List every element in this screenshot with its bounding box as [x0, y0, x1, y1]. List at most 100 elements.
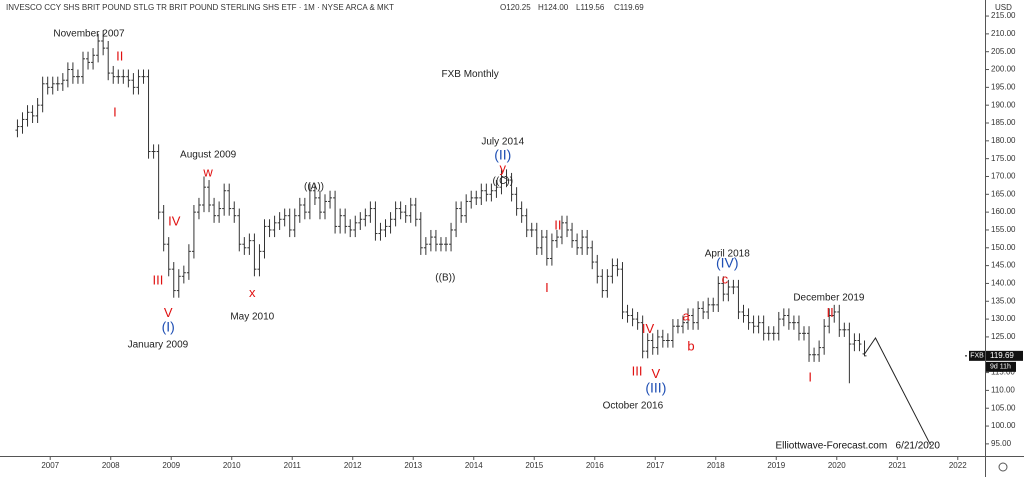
ohlc-bar: [801, 326, 806, 341]
ohlc-bar: [393, 201, 398, 227]
ohlc-bar: [232, 201, 237, 223]
ohlc-bar: [600, 269, 605, 298]
ohlc-bar: [847, 322, 852, 384]
ohlc-bar: [701, 301, 706, 320]
annotation: January 2009: [128, 339, 189, 350]
ohlc-bar: [504, 169, 509, 188]
y-tick-label: 160.00: [991, 207, 1016, 216]
ohlc-bar: [297, 197, 302, 223]
ohlc-bar: [771, 326, 776, 341]
price-tag-symbol-bg: [969, 350, 985, 361]
y-tick-label: 200.00: [991, 65, 1016, 74]
annotation: (IV): [716, 255, 739, 271]
ohlc-bar: [257, 244, 262, 277]
ohlc-bar: [610, 258, 615, 284]
ohlc-bar: [277, 212, 282, 230]
settings-icon[interactable]: [998, 462, 1008, 472]
ohlc-bar: [45, 76, 50, 95]
annotation: c: [722, 271, 729, 286]
ohlc-bar: [691, 308, 696, 330]
ohlc-bar: [837, 304, 842, 337]
annotation: a: [682, 308, 690, 323]
ohlc-bar: [665, 333, 670, 348]
ohlc-bar: [479, 183, 484, 206]
ohlc-bar: [721, 276, 726, 302]
ohlc-bar: [469, 190, 474, 209]
ohlc-bar: [781, 308, 786, 327]
ohlc-bar: [706, 297, 711, 320]
ohlc-bar: [272, 215, 277, 238]
ohlc-bar: [484, 183, 489, 202]
ohlc-bar: [454, 201, 459, 238]
ohlc-bar: [80, 51, 85, 84]
ohlc-bar: [438, 237, 443, 252]
annotation: II: [116, 48, 123, 63]
ohlc-bar: [312, 183, 317, 206]
header-title: INVESCO CCY SHS BRIT POUND STLG TR BRIT …: [6, 3, 394, 12]
annotation: I: [545, 280, 549, 295]
ohlc-bar: [726, 279, 731, 302]
ohlc-bar: [242, 237, 247, 255]
annotation: w: [202, 164, 213, 179]
x-tick-label: 2011: [284, 461, 302, 470]
ohlc-bar: [645, 333, 650, 359]
ohlc-bar: [388, 212, 393, 234]
y-tick-label: 175.00: [991, 154, 1016, 163]
ohlc-bar: [191, 205, 196, 259]
ohlc-bar: [731, 279, 736, 295]
annotation: July 2014: [481, 137, 524, 148]
countdown-bg: [986, 361, 1016, 372]
ohlc-bar: [791, 315, 796, 330]
ohlc-bar: [75, 69, 80, 84]
annotation: y: [500, 160, 507, 175]
ohlc-bar: [252, 233, 257, 277]
ohlc-bar: [323, 194, 328, 220]
ohlc-bar: [338, 208, 343, 234]
ohlc-bar: [575, 233, 580, 255]
ohlc-bar: [343, 208, 348, 234]
ohlc-bar: [378, 222, 383, 241]
ohlc-bar: [25, 105, 30, 127]
ohlc-bar: [217, 201, 222, 223]
price-tag-symbol: FXB: [970, 353, 984, 360]
ohlc-bar: [292, 208, 297, 238]
header-ohlc: L119.56: [576, 3, 605, 12]
ohlc-bar: [711, 297, 716, 312]
ohlc-bar: [761, 315, 766, 341]
y-tick-label: 165.00: [991, 189, 1016, 198]
ohlc-bar: [368, 201, 373, 223]
annotation: II: [554, 217, 561, 232]
ohlc-bar: [101, 30, 106, 56]
annotation: ((B)): [435, 273, 455, 284]
ohlc-bar: [519, 201, 524, 223]
ohlc-bar: [353, 215, 358, 238]
ohlc-bar: [227, 183, 232, 216]
annotation: August 2009: [180, 150, 237, 161]
ohlc-bar: [736, 279, 741, 320]
annotation: V: [164, 305, 173, 320]
ohlc-bar: [489, 183, 494, 202]
ohlc-bar: [474, 190, 479, 206]
y-tick-label: 95.00: [991, 439, 1012, 448]
ohlc-bar: [55, 76, 60, 91]
header-ohlc: C119.69: [614, 3, 644, 12]
ohlc-bar: [282, 208, 287, 227]
ohlc-bar: [96, 33, 101, 63]
annotation: ((C)): [493, 176, 514, 187]
ohlc-bar: [287, 208, 292, 238]
ohlc-bars: [15, 30, 867, 384]
price-tag-bg: [986, 350, 1023, 361]
x-tick-label: 2020: [828, 461, 846, 470]
ohlc-bar: [373, 201, 378, 241]
ohlc-bar: [842, 322, 847, 337]
ohlc-bar: [408, 197, 413, 223]
ohlc-bar: [751, 315, 756, 334]
x-tick-label: 2018: [707, 461, 725, 470]
ohlc-bar: [524, 208, 529, 238]
ohlc-bar: [464, 194, 469, 223]
annotation: April 2018: [705, 248, 750, 259]
settings-gear[interactable]: [998, 462, 1008, 472]
ohlc-bar: [262, 219, 267, 259]
annotation: October 2016: [603, 400, 664, 411]
